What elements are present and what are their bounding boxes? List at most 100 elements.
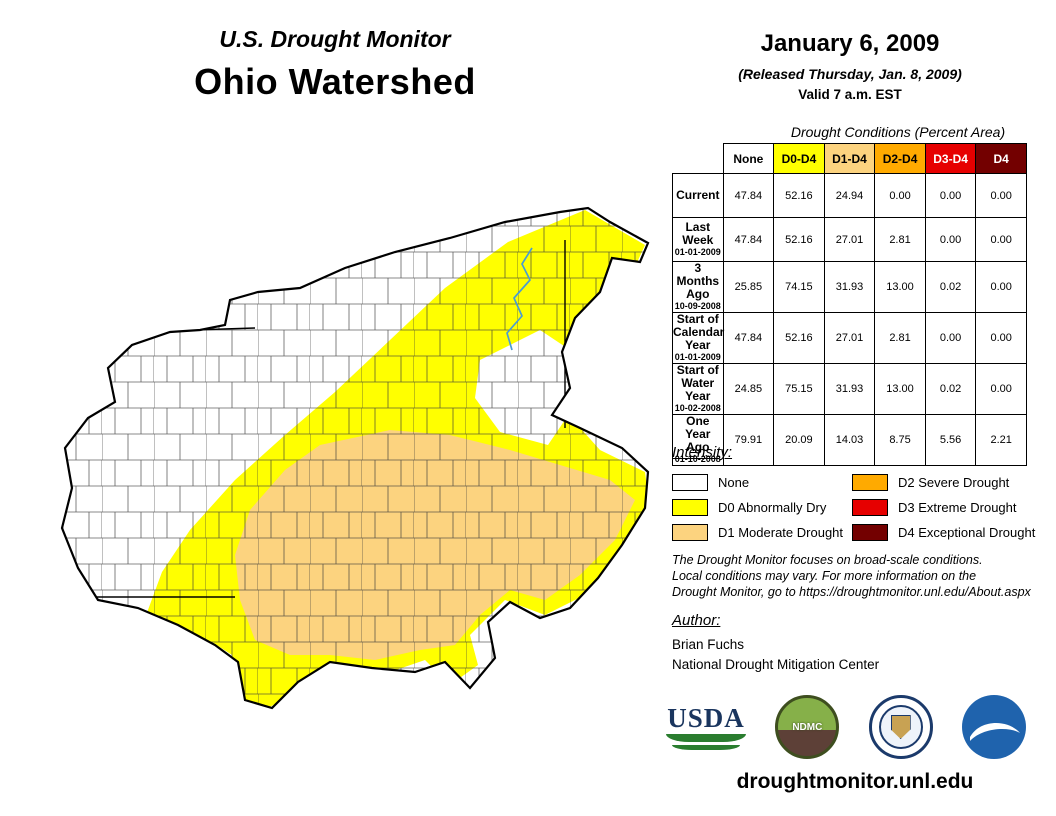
row-label: Last Week 01-01-2009 <box>672 217 724 262</box>
legend-swatch-d0 <box>672 499 708 516</box>
row-label-text: Last Week <box>682 220 714 247</box>
table-row-last-week: Last Week 01-01-2009 47.84 52.16 27.01 2… <box>672 217 1027 262</box>
report-kicker: U.S. Drought Monitor <box>219 26 451 52</box>
legend-swatch-d1 <box>672 524 708 541</box>
value-cell: 2.81 <box>874 312 926 364</box>
disclaimer-line: Local conditions may vary. For more info… <box>672 569 977 583</box>
value-cell: 47.84 <box>722 217 775 262</box>
table-row-one-year-ago: One Year Ago 01-10-2008 79.91 20.09 14.0… <box>672 414 1027 466</box>
value-cell: 20.09 <box>773 414 825 466</box>
value-cell: 24.94 <box>823 173 876 218</box>
legend-swatch-d4 <box>852 524 888 541</box>
usda-logo: USDA <box>666 702 746 750</box>
usda-swoosh-icon <box>671 744 741 750</box>
table-row-start-calendar-year: Start of Calendar Year 01-01-2009 47.84 … <box>672 312 1027 364</box>
value-cell: 52.16 <box>773 312 825 364</box>
legend-item-d2: D2 Severe Drought <box>852 470 1052 495</box>
release-note: (Released Thursday, Jan. 8, 2009) <box>738 66 962 82</box>
value-cell: 27.01 <box>823 217 876 262</box>
value-cell: 74.15 <box>773 261 825 313</box>
legend-heading: Intensity: <box>672 444 733 461</box>
legend-item-none: None <box>672 470 852 495</box>
legend-item-d3: D3 Extreme Drought <box>852 495 1052 520</box>
table-caption: Drought Conditions (Percent Area) <box>790 124 1006 140</box>
value-cell: 0.00 <box>874 173 926 218</box>
value-cell: 0.02 <box>924 261 977 313</box>
row-label-date: 10-02-2008 <box>674 403 721 413</box>
ohio-watershed-map <box>50 200 660 725</box>
value-cell: 0.00 <box>924 173 977 218</box>
title-block: U.S. Drought Monitor Ohio Watershed <box>110 26 560 103</box>
value-cell: 0.00 <box>975 173 1027 218</box>
value-cell: 0.00 <box>975 261 1027 313</box>
value-cell: 79.91 <box>722 414 775 466</box>
disclaimer-line: The Drought Monitor focuses on broad-sca… <box>672 553 983 567</box>
legend-label: D4 Exceptional Drought <box>898 525 1036 540</box>
value-cell: 0.00 <box>924 312 977 364</box>
author-name: Brian Fuchs <box>672 637 745 652</box>
intensity-legend: Intensity: None D0 Abnormally Dry D1 Mod… <box>672 444 1052 545</box>
footer-url: droughtmonitor.unl.edu <box>736 770 974 793</box>
drought-conditions-table: None D0-D4 D1-D4 D2-D4 D3-D4 D4 Current … <box>672 143 1027 466</box>
row-label: Start of Water Year 10-02-2008 <box>672 363 724 415</box>
value-cell: 31.93 <box>823 261 876 313</box>
value-cell: 14.03 <box>823 414 876 466</box>
column-header-d1-d4: D1-D4 <box>823 143 876 174</box>
row-label: Current <box>672 173 724 218</box>
row-label-text: Current <box>676 188 720 202</box>
row-label-text: 3 Months Ago <box>676 261 720 301</box>
usda-swoosh-icon <box>666 733 746 742</box>
column-header-none: None <box>722 143 775 174</box>
value-cell: 52.16 <box>773 217 825 262</box>
value-cell: 0.00 <box>975 217 1027 262</box>
ndmc-logo-text: NDMC <box>792 721 823 733</box>
legend-swatch-d2 <box>852 474 888 491</box>
row-label-date: 01-01-2009 <box>674 352 721 362</box>
commerce-seal-icon <box>868 695 933 759</box>
watershed-map-svg <box>60 206 650 710</box>
column-header-d4: D4 <box>975 143 1027 174</box>
table-row-start-water-year: Start of Water Year 10-02-2008 24.85 75.… <box>672 363 1027 415</box>
usda-logo-text: USDA <box>667 702 745 733</box>
value-cell: 13.00 <box>874 261 926 313</box>
value-cell: 27.01 <box>823 312 876 364</box>
legend-label: D1 Moderate Drought <box>718 525 844 540</box>
noaa-bird-icon <box>969 722 1020 741</box>
commerce-shield-icon <box>890 715 911 739</box>
page-title: Ohio Watershed <box>194 61 476 102</box>
value-cell: 47.84 <box>722 173 775 218</box>
row-label-date: 10-09-2008 <box>674 301 721 311</box>
column-header-d2-d4: D2-D4 <box>874 143 926 174</box>
legend-label: None <box>718 475 750 490</box>
map-date: January 6, 2009 <box>760 30 940 57</box>
value-cell: 2.81 <box>874 217 926 262</box>
legend-swatch-none <box>672 474 708 491</box>
legend-swatch-d3 <box>852 499 888 516</box>
legend-label: D3 Extreme Drought <box>898 500 1017 515</box>
row-label-date: 01-10-2008 <box>674 454 721 464</box>
date-block: January 6, 2009 (Released Thursday, Jan.… <box>698 30 1002 102</box>
value-cell: 24.85 <box>722 363 775 415</box>
value-cell: 52.16 <box>773 173 825 218</box>
table-header-row: None D0-D4 D1-D4 D2-D4 D3-D4 D4 <box>672 143 1027 174</box>
row-label-date: 01-01-2009 <box>674 247 721 257</box>
valid-note: Valid 7 a.m. EST <box>798 87 902 102</box>
row-label: Start of Calendar Year 01-01-2009 <box>672 312 724 364</box>
noaa-logo-icon <box>961 695 1026 759</box>
table-row-3-months-ago: 3 Months Ago 10-09-2008 25.85 74.15 31.9… <box>672 261 1027 313</box>
value-cell: 31.93 <box>823 363 876 415</box>
ndmc-logo: NDMC <box>775 695 840 759</box>
value-cell: 13.00 <box>874 363 926 415</box>
author-block: Author: Brian Fuchs National Drought Mit… <box>672 612 879 672</box>
legend-item-d0: D0 Abnormally Dry <box>672 495 852 520</box>
value-cell: 8.75 <box>874 414 926 466</box>
column-header-d3-d4: D3-D4 <box>924 143 977 174</box>
author-organization: National Drought Mitigation Center <box>672 657 880 672</box>
value-cell: 47.84 <box>722 312 775 364</box>
row-label-text: One Year Ago <box>685 414 711 454</box>
legend-label: D0 Abnormally Dry <box>718 500 827 515</box>
value-cell: 0.02 <box>924 363 977 415</box>
agency-logos: USDA NDMC <box>666 692 1026 762</box>
disclaimer-text: The Drought Monitor focuses on broad-sca… <box>672 552 1052 600</box>
